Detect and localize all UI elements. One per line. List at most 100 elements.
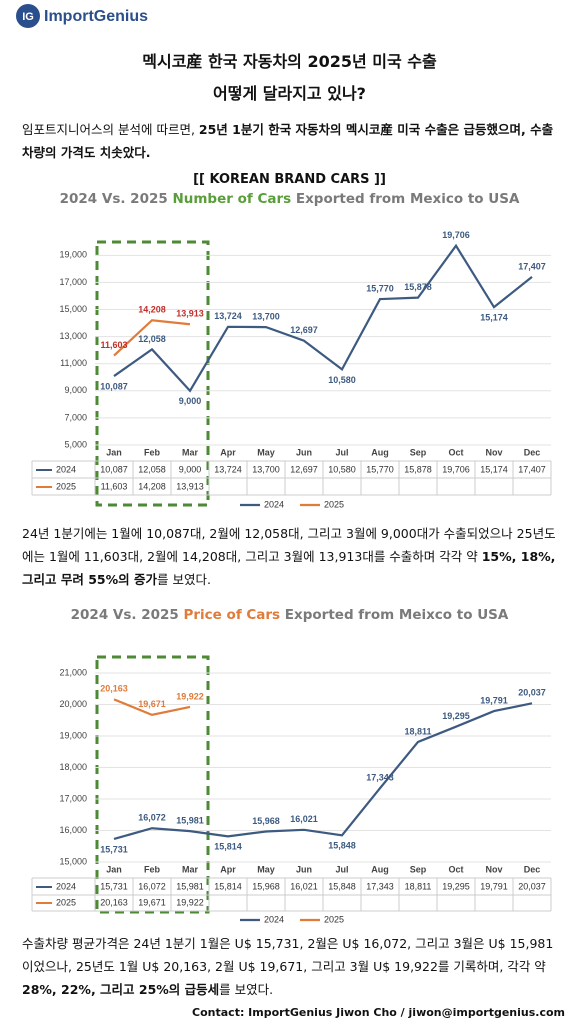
table-cell: 19,671 xyxy=(138,897,166,907)
data-label: 15,770 xyxy=(366,283,394,293)
text-run: 2024 Vs. 2025 xyxy=(59,191,173,207)
data-label: 17,407 xyxy=(518,261,546,271)
data-label: 15,814 xyxy=(214,842,242,852)
logo-svg: IG ImportGenius xyxy=(16,4,148,28)
table-series-name: 2025 xyxy=(56,897,76,907)
y-tick-label: 11,000 xyxy=(60,358,87,368)
data-label: 15,968 xyxy=(252,816,280,826)
x-tick-label: May xyxy=(257,447,275,457)
table-cell: 18,811 xyxy=(405,881,432,891)
x-tick-label: Jun xyxy=(296,864,312,874)
text-run: 25년 1분기 한국 자동차의 멕시코産 미국 수출은 급등했으며, 수출 차량… xyxy=(22,122,554,160)
x-tick-label: Sep xyxy=(410,864,427,874)
table-cell: 19,706 xyxy=(442,464,470,474)
y-tick-label: 17,000 xyxy=(59,793,87,803)
table-cell: 15,814 xyxy=(214,881,242,891)
highlight-box xyxy=(95,240,210,507)
x-tick-label: Apr xyxy=(220,447,236,457)
series-line xyxy=(113,698,191,717)
table-series-name: 2024 xyxy=(56,881,76,891)
data-label: 19,671 xyxy=(138,699,166,709)
logo-mark: IG xyxy=(22,11,34,23)
text-run: 2024 Vs. 2025 xyxy=(70,607,184,623)
data-label: 13,913 xyxy=(176,309,204,319)
text-run: Exported from Meixco to USA xyxy=(280,607,509,623)
series-line xyxy=(113,243,533,393)
text-run: Number of Cars xyxy=(172,191,292,207)
data-label: 19,706 xyxy=(442,230,470,240)
title-line: 멕시코産 한국 자동차의 2025년 미국 수출 xyxy=(142,52,437,71)
y-tick-label: 17,000 xyxy=(59,277,87,287)
x-tick-label: Aug xyxy=(371,447,389,457)
logo-circle xyxy=(16,4,40,28)
y-tick-label: 9,000 xyxy=(64,385,87,395)
y-tick-label: 7,000 xyxy=(64,412,87,422)
table-cell: 17,343 xyxy=(366,881,394,891)
data-label: 18,811 xyxy=(404,726,431,736)
text-run: Price of Cars xyxy=(183,607,281,623)
data-label: 20,163 xyxy=(100,684,128,694)
table-cell: 13,913 xyxy=(176,481,204,491)
text-run: 임포트지니어스의 분석에 따르면, xyxy=(22,122,199,137)
legend-label: 2025 xyxy=(324,914,344,924)
text-run: 28%, 22%, 그리고 25%의 급등세 xyxy=(22,982,220,997)
x-tick-label: Jun xyxy=(296,447,312,457)
y-tick-label: 15,000 xyxy=(59,856,87,866)
data-label: 10,580 xyxy=(328,375,356,385)
x-tick-label: Feb xyxy=(144,864,161,874)
footer: Contact: ImportGenius Jiwon Cho / jiwon@… xyxy=(192,1006,565,1019)
table-cell: 19,791 xyxy=(480,881,508,891)
data-label: 20,037 xyxy=(518,688,546,698)
x-tick-label: Apr xyxy=(220,864,236,874)
x-tick-label: Aug xyxy=(371,864,389,874)
y-tick-label: 21,000 xyxy=(59,667,87,677)
chart-title: 2024 Vs. 2025 Number of Cars Exported fr… xyxy=(0,191,579,207)
table-cell: 14,208 xyxy=(138,481,166,491)
data-label: 12,697 xyxy=(290,325,318,335)
table-cell: 19,295 xyxy=(442,881,470,891)
highlight-box xyxy=(95,655,210,914)
data-label: 10,087 xyxy=(100,381,128,391)
x-tick-label: Jul xyxy=(335,447,348,457)
data-label: 16,072 xyxy=(138,813,166,823)
data-label: 15,878 xyxy=(404,282,432,292)
table-cell: 17,407 xyxy=(518,464,546,474)
y-tick-label: 16,000 xyxy=(59,825,87,835)
x-tick-label: Jan xyxy=(106,447,122,457)
y-tick-label: 20,000 xyxy=(59,699,87,709)
paragraph: 24년 1분기에는 1월에 10,087대, 2월에 12,058대, 그리고 … xyxy=(22,522,562,591)
paragraph: 임포트지니어스의 분석에 따르면, 25년 1분기 한국 자동차의 멕시코産 미… xyxy=(22,118,562,164)
data-label: 19,922 xyxy=(176,691,204,701)
y-tick-label: 18,000 xyxy=(59,762,87,772)
x-tick-label: May xyxy=(257,864,275,874)
text-run: 수출차량 평균가격은 24년 1분기 1월은 U$ 15,731, 2월은 U$… xyxy=(22,936,554,974)
data-label: 15,981 xyxy=(176,815,204,825)
paragraph: 수출차량 평균가격은 24년 1분기 1월은 U$ 15,731, 2월은 U$… xyxy=(22,932,562,1001)
x-tick-label: Dec xyxy=(524,864,541,874)
y-tick-label: 19,000 xyxy=(59,250,87,260)
text-run: 를 보였다. xyxy=(219,982,274,997)
text-run: 15%, 18%, 그리고 무려 55%의 증가 xyxy=(22,549,556,587)
x-tick-label: Feb xyxy=(144,447,161,457)
data-label: 19,791 xyxy=(480,695,508,705)
text-run: Exported from Mexico to USA xyxy=(291,191,520,207)
x-tick-label: Sep xyxy=(410,447,427,457)
table-cell: 13,724 xyxy=(214,464,242,474)
x-tick-label: Nov xyxy=(485,864,502,874)
y-tick-label: 13,000 xyxy=(59,331,87,341)
x-tick-label: Nov xyxy=(485,447,502,457)
y-tick-label: 15,000 xyxy=(59,304,87,314)
table-series-name: 2025 xyxy=(56,481,76,491)
table-cell: 12,697 xyxy=(290,464,318,474)
table-cell: 10,580 xyxy=(328,464,356,474)
table-series-name: 2024 xyxy=(56,464,76,474)
table-cell: 15,770 xyxy=(366,464,394,474)
table-cell: 16,021 xyxy=(290,881,318,891)
y-tick-label: 5,000 xyxy=(64,439,87,449)
table-cell: 13,700 xyxy=(252,464,280,474)
chart-heading: [[ KOREAN BRAND CARS ]] xyxy=(193,172,386,187)
table-cell: 15,981 xyxy=(176,881,204,891)
x-tick-label: Oct xyxy=(448,447,463,457)
x-tick-label: Oct xyxy=(448,864,463,874)
table-cell: 20,163 xyxy=(100,897,128,907)
